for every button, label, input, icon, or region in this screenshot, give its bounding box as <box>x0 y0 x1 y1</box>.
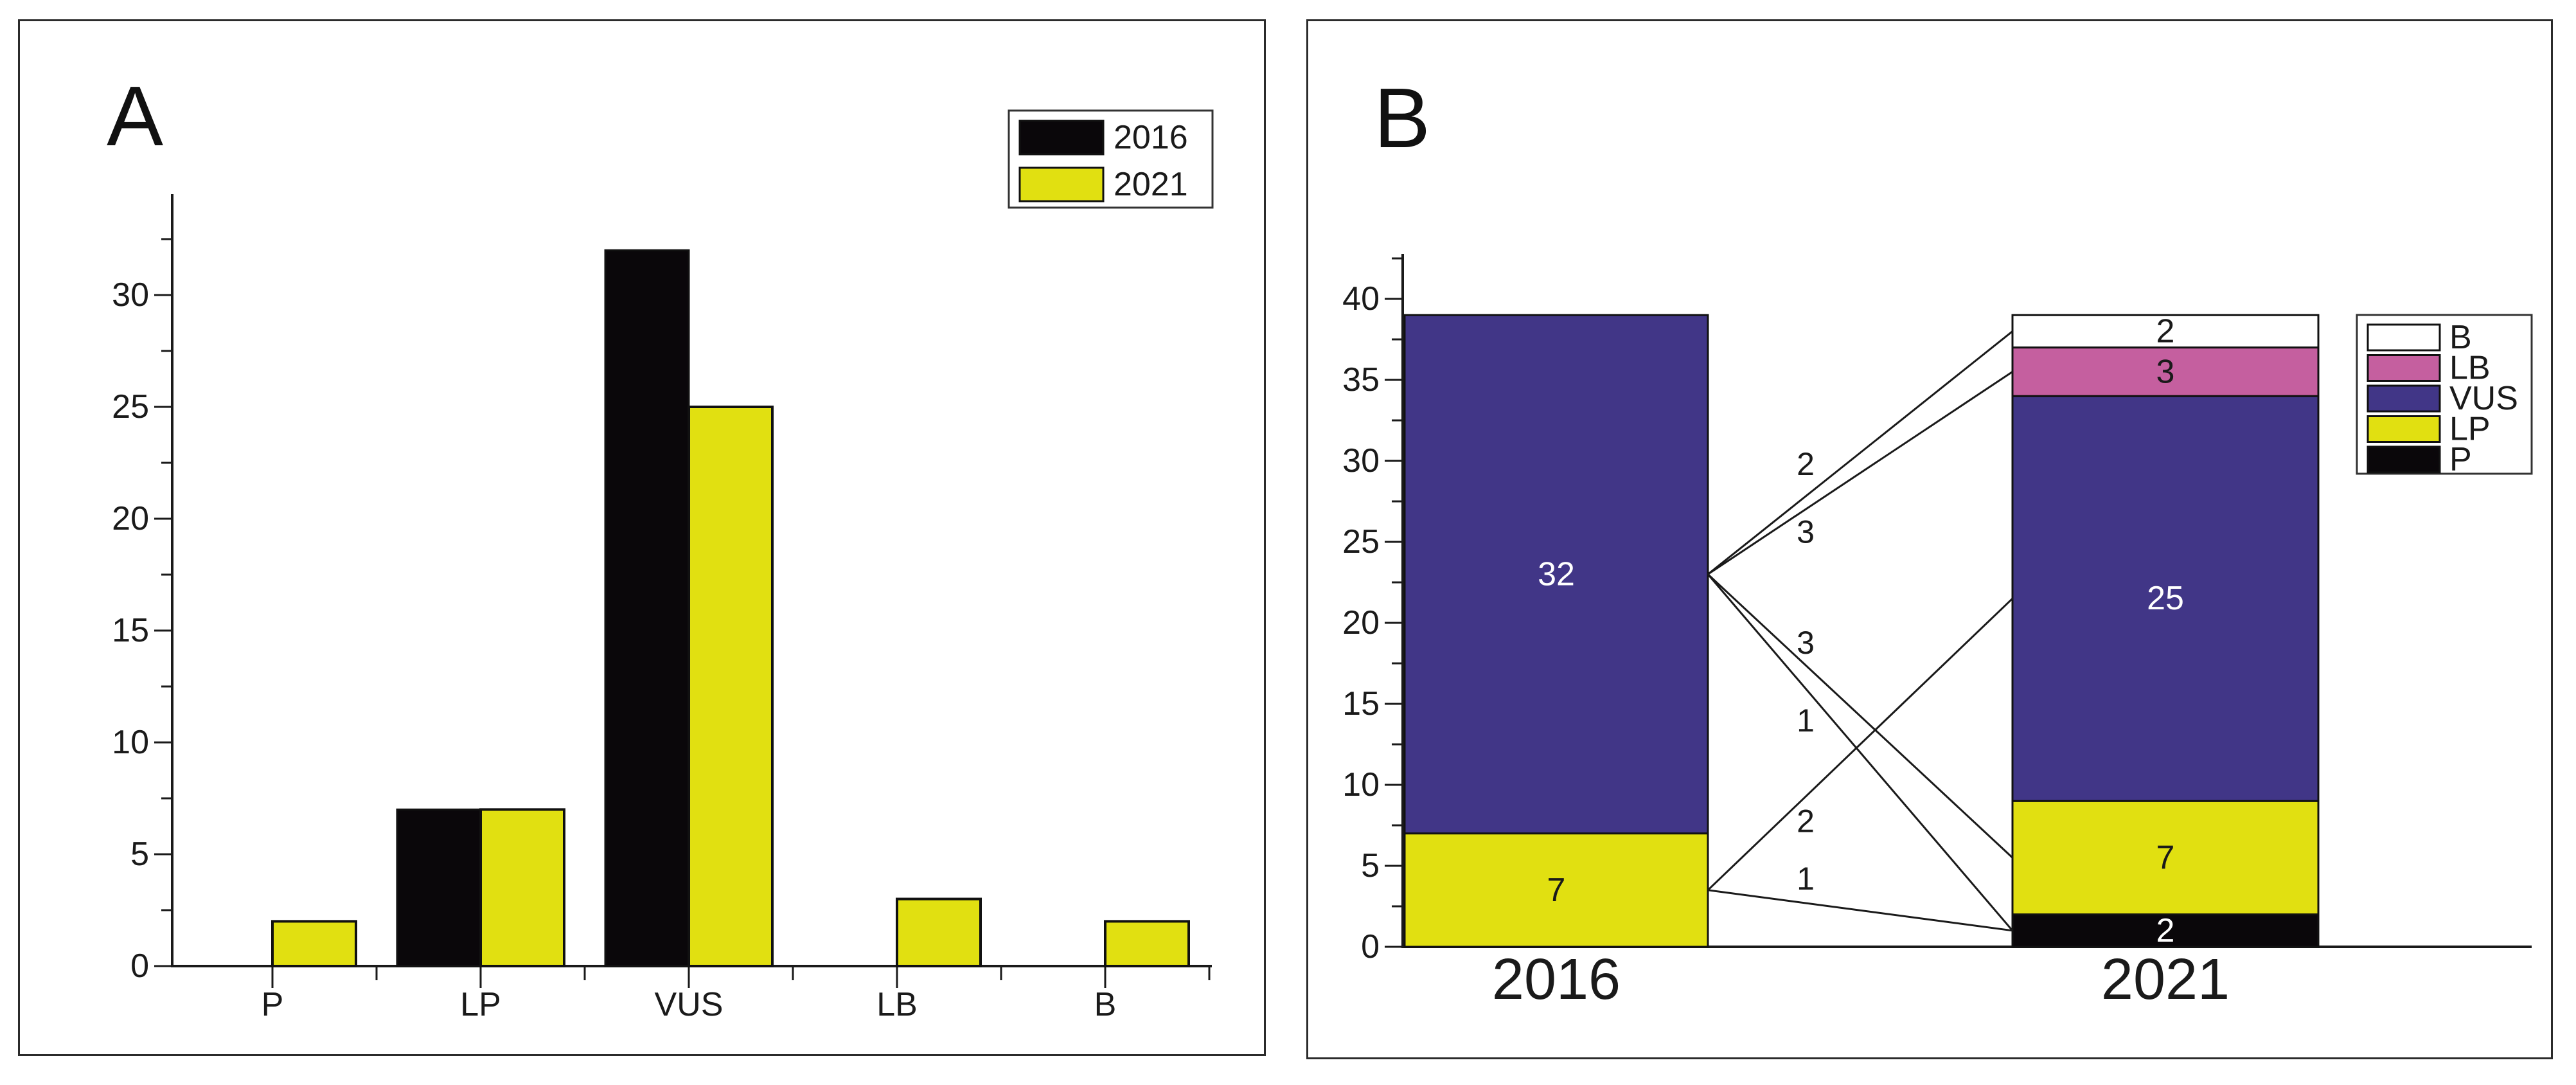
flow-line-VUS-to-P <box>1707 573 2014 931</box>
legend-label-2021: 2021 <box>1114 166 1188 203</box>
panel-a-y-tick-label: 5 <box>130 836 149 873</box>
bar-2021-LB <box>896 897 982 967</box>
panel-a-letter: A <box>107 69 164 163</box>
legend-swatch-LB <box>2367 354 2441 382</box>
segment-label-2016-VUS: 32 <box>1538 555 1575 593</box>
flow-label-LP-to-VUS: 2 <box>1797 803 1815 839</box>
segment-label-2021-LB: 3 <box>2156 353 2175 390</box>
panel-b-year-label: 2021 <box>2101 947 2230 1012</box>
panel-b-y-tick-label: 30 <box>1342 442 1380 480</box>
panel-a-y-tick-label: 30 <box>112 276 149 314</box>
panel-a-y-tick-label: 15 <box>112 612 149 649</box>
segment-2021-LP <box>2011 800 2320 916</box>
flow-line-VUS-to-B <box>1707 330 2013 575</box>
panel-a-y-tick-label: 0 <box>130 947 149 985</box>
legend-swatch-P <box>2367 445 2441 474</box>
segment-label-2016-LP: 7 <box>1547 872 1566 909</box>
panel-b-year-label: 2016 <box>1492 947 1621 1012</box>
legend-label-2016: 2016 <box>1114 119 1188 156</box>
segment-2016-LP <box>1403 832 1709 948</box>
bar-2021-P <box>271 920 357 968</box>
bar-2016-LP <box>396 808 482 967</box>
panel-a-category-label: LB <box>876 986 918 1023</box>
panel-a-category-label: P <box>262 986 284 1023</box>
legend-swatch-2016 <box>1018 120 1105 156</box>
legend-label-LP: LP <box>2449 411 2491 448</box>
panel-b-y-tick-label: 25 <box>1342 523 1380 560</box>
panel-a-y-tick-label: 20 <box>112 500 149 537</box>
segment-label-2021-P: 2 <box>2156 912 2175 949</box>
panel-a-category-label: LP <box>460 986 501 1023</box>
panel-b-y-tick-label: 10 <box>1342 766 1380 803</box>
panel-b-y-tick-label: 0 <box>1361 928 1380 965</box>
flow-line-LP-to-P <box>1707 889 2013 932</box>
flow-label-LP-to-P: 1 <box>1797 861 1815 897</box>
legend-label-LB: LB <box>2449 350 2491 387</box>
flow-line-VUS-to-LB <box>1707 371 2013 575</box>
segment-2016-VUS <box>1403 314 1709 835</box>
panel-b-y-tick-label: 15 <box>1342 685 1380 722</box>
panel-b-y-tick-label: 5 <box>1361 847 1380 884</box>
bar-2021-VUS <box>688 406 774 967</box>
panel-a-category-label: B <box>1094 986 1117 1023</box>
segment-2021-B <box>2011 314 2320 349</box>
legend-label-B: B <box>2449 319 2472 356</box>
panel-b-y-tick-label: 35 <box>1342 361 1380 399</box>
flow-label-VUS-to-P: 1 <box>1797 703 1815 739</box>
flow-line-VUS-to-LP <box>1707 573 2014 859</box>
segment-label-2021-VUS: 25 <box>2147 580 2184 617</box>
legend-swatch-LP <box>2367 415 2441 443</box>
legend-label-P: P <box>2449 441 2472 478</box>
panel-b-letter: B <box>1374 71 1431 165</box>
legend-swatch-VUS <box>2367 384 2441 413</box>
panel-b-y-tick-label: 20 <box>1342 604 1380 641</box>
flow-line-LP-to-VUS <box>1707 598 2014 891</box>
bar-2021-LP <box>479 808 565 968</box>
legend-swatch-2021 <box>1018 166 1105 202</box>
flow-label-VUS-to-B: 2 <box>1797 446 1815 482</box>
panel-a-y-tick-label: 10 <box>112 724 149 761</box>
segment-2021-VUS <box>2011 395 2320 802</box>
flow-label-VUS-to-LP: 3 <box>1797 625 1815 661</box>
flow-label-VUS-to-LB: 3 <box>1797 514 1815 550</box>
segment-label-2021-B: 2 <box>2156 312 2175 350</box>
panel-b-y-tick-label: 40 <box>1342 280 1380 318</box>
bar-2016-VUS <box>604 249 690 967</box>
panel-a-category-label: VUS <box>655 986 724 1023</box>
panel-a-y-tick-label: 25 <box>112 388 149 426</box>
segment-label-2021-LP: 7 <box>2156 839 2175 876</box>
bar-2021-B <box>1104 920 1190 968</box>
segment-2021-LB <box>2011 346 2320 397</box>
legend-label-VUS: VUS <box>2449 380 2518 417</box>
legend-swatch-B <box>2367 323 2441 352</box>
